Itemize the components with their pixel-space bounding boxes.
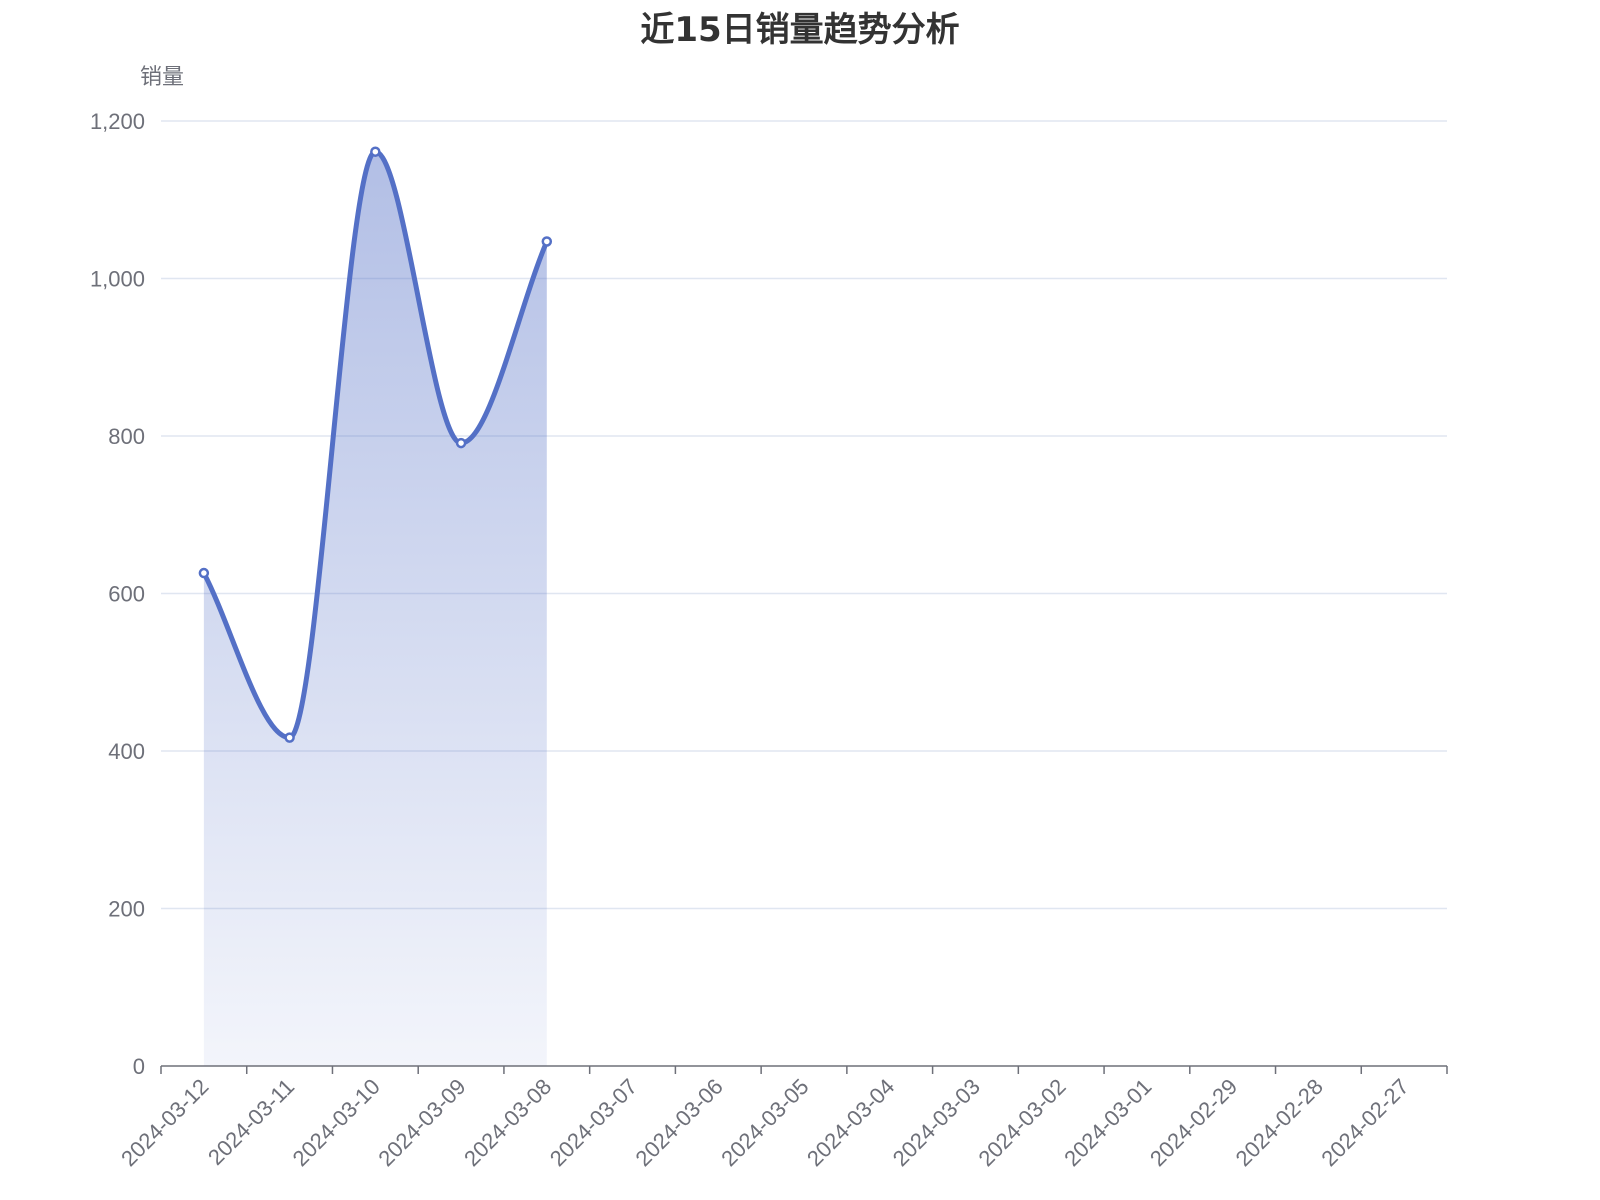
x-tick-label: 2024-03-01	[1059, 1074, 1156, 1171]
x-tick-label: 2024-03-07	[545, 1074, 642, 1171]
x-tick-label: 2024-02-28	[1231, 1074, 1328, 1171]
x-tick-label: 2024-03-12	[116, 1074, 213, 1171]
x-tick-label: 2024-02-27	[1316, 1074, 1413, 1171]
x-tick-label: 2024-03-06	[631, 1074, 728, 1171]
x-tick-label: 2024-03-08	[459, 1074, 556, 1171]
x-tick-label: 2024-03-05	[716, 1074, 813, 1171]
chart-title: 近15日销量趋势分析	[640, 10, 960, 50]
x-tick-labels: 2024-03-122024-03-112024-03-102024-03-09…	[116, 1074, 1414, 1171]
x-axis	[160, 1065, 1448, 1074]
y-tick-label: 200	[108, 897, 145, 922]
x-tick-label: 2024-03-03	[888, 1074, 985, 1171]
data-point[interactable]	[370, 146, 381, 157]
x-tick-label: 2024-03-10	[288, 1074, 385, 1171]
data-point[interactable]	[455, 437, 467, 449]
y-tick-label: 600	[108, 582, 145, 607]
y-tick-label: 400	[108, 739, 145, 764]
x-tick-label: 2024-03-09	[373, 1074, 470, 1171]
x-tick-label: 2024-02-29	[1145, 1074, 1242, 1171]
x-tick-label: 2024-03-11	[203, 1074, 299, 1170]
data-point[interactable]	[284, 732, 295, 743]
x-tick-label: 2024-03-04	[802, 1074, 899, 1171]
series-line-path	[201, 149, 550, 741]
y-tick-label: 0	[133, 1054, 145, 1079]
area-fill	[203, 151, 547, 1066]
data-point[interactable]	[198, 567, 210, 579]
y-tick-label: 800	[108, 424, 145, 449]
y-tick-label: 1,200	[90, 109, 145, 134]
y-axis-title: 销量	[140, 65, 184, 90]
series-area	[203, 151, 547, 1066]
y-axis: 0 200 400 600 800 1,000 1,200	[90, 109, 145, 1079]
data-point[interactable]	[541, 236, 553, 247]
y-tick-label: 1,000	[90, 267, 145, 292]
series-line	[201, 149, 550, 741]
series-points	[198, 146, 553, 743]
x-tick-label: 2024-03-02	[973, 1074, 1070, 1171]
